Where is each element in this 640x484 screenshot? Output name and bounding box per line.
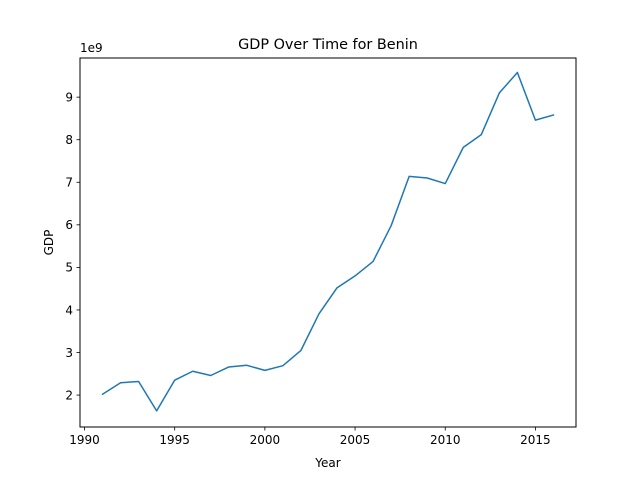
x-tick-label: 2010 [430,433,461,447]
x-tick-label: 1990 [69,433,100,447]
y-tick-label: 8 [65,133,73,147]
y-tick-label: 4 [65,303,73,317]
gdp-series-line [103,72,554,410]
x-tick-label: 1995 [159,433,190,447]
y-axis-label: GDP [42,230,56,256]
y-tick-label: 5 [65,261,73,275]
y-tick-label: 6 [65,218,73,232]
x-tick-label: 2000 [250,433,281,447]
plot-frame [80,58,576,427]
x-tick-label: 2015 [520,433,551,447]
y-tick-label: 3 [65,346,73,360]
x-tick-label: 2005 [340,433,371,447]
y-tick-label: 9 [65,90,73,104]
y-tick-label: 7 [65,176,73,190]
y-tick-label: 2 [65,388,73,402]
chart-title: GDP Over Time for Benin [238,37,418,53]
y-offset-label: 1e9 [80,41,103,55]
x-axis-label: Year [314,456,340,470]
